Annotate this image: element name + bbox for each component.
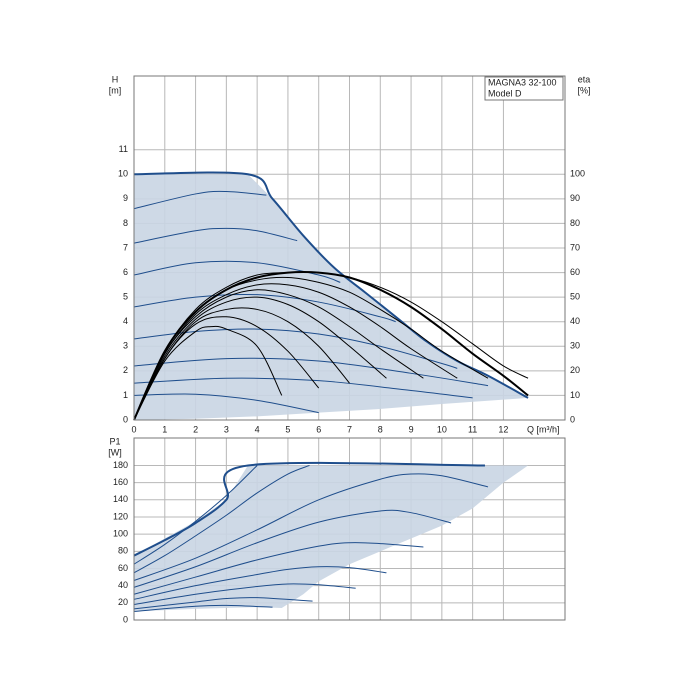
x-tick-label: 7	[347, 424, 352, 434]
x-tick-label: 8	[378, 424, 383, 434]
efficiency-curve	[133, 271, 529, 421]
y-tick-label: 20	[118, 597, 128, 607]
y-tick-label: 180	[113, 460, 128, 470]
y2-tick-label: 0	[570, 414, 575, 424]
y2-tick-label: 80	[570, 218, 580, 228]
x-tick-label: 3	[224, 424, 229, 434]
performance-curve	[133, 260, 341, 283]
y2-tick-label: 70	[570, 242, 580, 252]
performance-curve	[133, 566, 387, 600]
y-tick-label: 6	[123, 267, 128, 277]
x-tick-label: 10	[437, 424, 447, 434]
x-tick-label: 11	[468, 424, 477, 434]
y2-tick-label: 40	[570, 316, 580, 326]
y2-tick-label: 50	[570, 292, 580, 302]
plot-frame	[133, 75, 566, 421]
performance-curve	[133, 465, 258, 565]
performance-curve	[133, 542, 424, 595]
y-axis-unit: [m]	[109, 85, 122, 95]
y-axis-unit: [W]	[108, 447, 122, 457]
chart-title: MAGNA3 32-100	[488, 77, 557, 87]
y2-tick-label: 90	[570, 193, 580, 203]
y-tick-label: 140	[113, 494, 128, 504]
efficiency-curve	[133, 296, 387, 421]
y-tick-label: 8	[123, 218, 128, 228]
y-tick-label: 4	[123, 316, 128, 326]
performance-curve	[133, 583, 356, 606]
y-tick-label: 80	[118, 546, 128, 556]
performance-curve	[133, 293, 396, 323]
performance-curve	[133, 509, 452, 588]
y-tick-label: 0	[123, 614, 128, 624]
x-tick-label: 2	[193, 424, 198, 434]
y2-tick-label: 10	[570, 390, 580, 400]
plot-frame	[133, 437, 566, 621]
y-tick-label: 40	[118, 580, 128, 590]
x-tick-label: 1	[162, 424, 167, 434]
performance-curve	[133, 465, 310, 574]
performance-curve	[133, 597, 313, 610]
performance-curve	[133, 604, 273, 612]
y-axis-label: H	[112, 74, 119, 84]
y-tick-label: 7	[123, 242, 128, 252]
x-tick-label: 5	[285, 424, 290, 434]
title-box	[484, 76, 564, 101]
y-tick-label: 2	[123, 365, 128, 375]
x-tick-label: 0	[131, 424, 136, 434]
x-tick-label: 9	[409, 424, 414, 434]
efficiency-curve	[133, 283, 458, 421]
y2-axis-label: eta	[578, 74, 591, 84]
efficiency-curve	[133, 289, 424, 421]
y2-axis-unit: [%]	[577, 85, 590, 95]
efficiency-curve	[133, 276, 489, 421]
performance-curve	[133, 377, 473, 399]
y-tick-label: 60	[118, 563, 128, 573]
x-axis-label: Q [m³/h]	[527, 424, 560, 434]
y2-tick-label: 60	[570, 267, 580, 277]
y-tick-label: 3	[123, 341, 128, 351]
efficiency-curve	[133, 325, 283, 421]
performance-curve	[133, 393, 319, 414]
y2-tick-label: 20	[570, 365, 580, 375]
x-tick-label: 6	[316, 424, 321, 434]
y-tick-label: 5	[123, 292, 128, 302]
performance-curve	[133, 357, 489, 387]
y-tick-label: 0	[123, 414, 128, 424]
performance-curve	[133, 227, 298, 244]
operating-area	[134, 465, 529, 612]
x-tick-label: 12	[498, 424, 508, 434]
y-tick-label: 120	[113, 511, 128, 521]
performance-curve	[133, 190, 267, 210]
y-tick-label: 11	[119, 144, 128, 154]
chart-subtitle: Model D	[488, 88, 522, 98]
performance-curve	[133, 473, 489, 581]
y-tick-label: 9	[123, 193, 128, 203]
y-tick-label: 100	[113, 529, 128, 539]
y-tick-label: 10	[118, 169, 128, 179]
x-tick-label: 4	[255, 424, 260, 434]
performance-curve	[133, 461, 485, 557]
y-axis-label: P1	[109, 436, 120, 446]
y-tick-label: 1	[123, 390, 128, 400]
y2-tick-label: 30	[570, 341, 580, 351]
y2-tick-label: 100	[570, 169, 585, 179]
y-tick-label: 160	[113, 477, 128, 487]
efficiency-curve	[133, 316, 320, 421]
